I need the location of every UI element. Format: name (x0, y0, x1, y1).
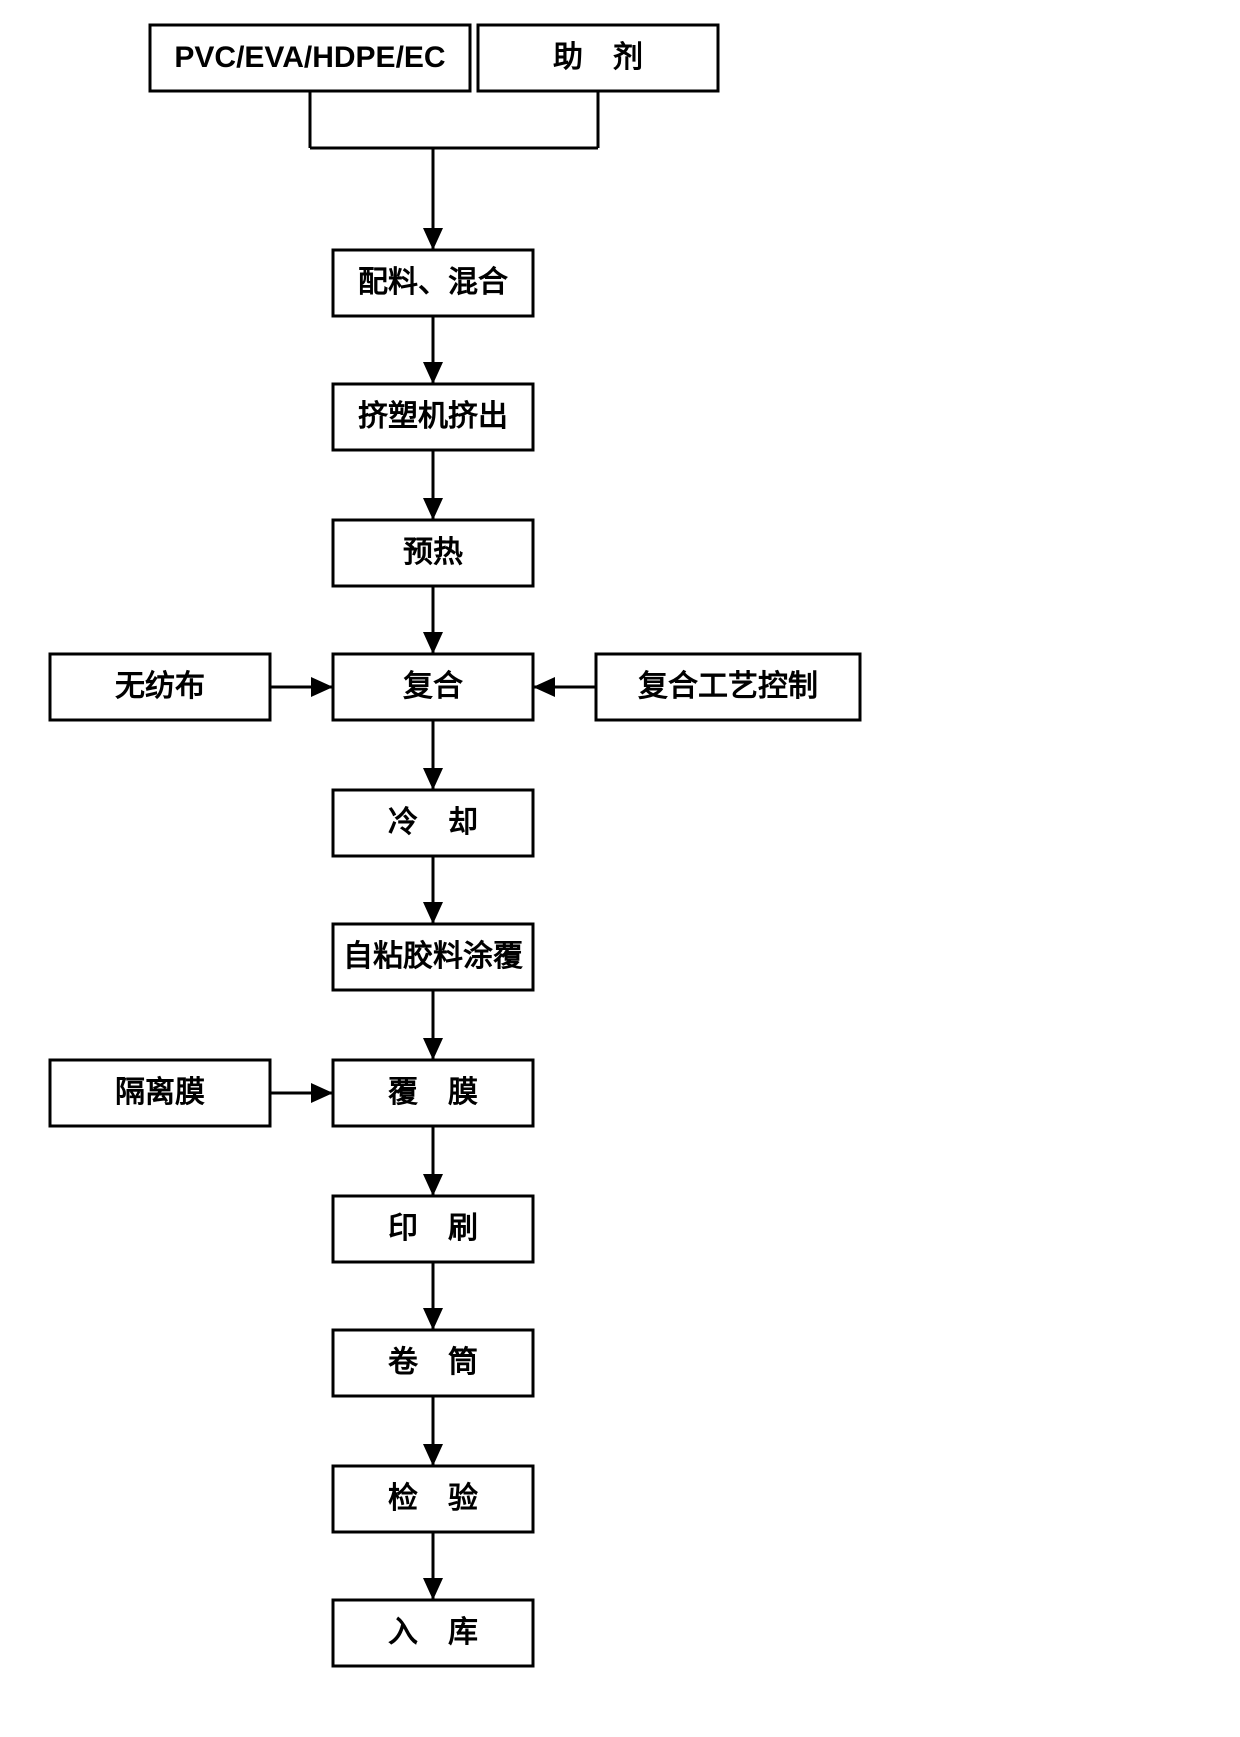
node-inspect: 检 验 (333, 1466, 533, 1532)
node-label: 卷 筒 (388, 1345, 478, 1379)
node-release_film: 隔离膜 (50, 1060, 270, 1126)
node-print: 印 刷 (333, 1196, 533, 1262)
node-label: 复合 (403, 669, 463, 703)
arrowhead (423, 228, 443, 250)
node-in_additives: 助 剂 (478, 25, 718, 91)
arrowhead (423, 768, 443, 790)
node-process_ctrl: 复合工艺控制 (596, 654, 860, 720)
node-label: 无纺布 (115, 670, 205, 703)
arrowhead (423, 1038, 443, 1060)
node-laminate: 覆 膜 (333, 1060, 533, 1126)
arrowhead (423, 902, 443, 924)
node-extrude: 挤塑机挤出 (333, 384, 533, 450)
arrowhead (423, 498, 443, 520)
arrowhead (311, 677, 333, 697)
arrowhead (423, 1444, 443, 1466)
node-label: 隔离膜 (115, 1076, 205, 1109)
node-label: PVC/EVA/HDPE/EC (174, 41, 445, 74)
node-warehouse: 入 库 (333, 1600, 533, 1666)
node-composite: 复合 (333, 654, 533, 720)
arrowhead (423, 1174, 443, 1196)
node-adhesive: 自粘胶料涂覆 (333, 924, 533, 990)
arrowhead (311, 1083, 333, 1103)
arrowhead (533, 677, 555, 697)
node-roll: 卷 筒 (333, 1330, 533, 1396)
flowchart: PVC/EVA/HDPE/EC 助 剂配料、混合挤塑机挤出预热无纺布 复合 复合工艺控… (0, 0, 1240, 1737)
arrowhead (423, 632, 443, 654)
node-label: 覆 膜 (388, 1076, 478, 1109)
node-mix: 配料、混合 (333, 250, 533, 316)
node-label: 配料、混合 (358, 265, 508, 299)
node-label: 助 剂 (553, 41, 643, 74)
nodes-layer: PVC/EVA/HDPE/EC 助 剂配料、混合挤塑机挤出预热无纺布 复合 复合工艺控… (50, 25, 860, 1666)
arrowhead (423, 1308, 443, 1330)
arrowhead (423, 1578, 443, 1600)
node-label: 复合工艺控制 (638, 669, 818, 703)
node-label: 自粘胶料涂覆 (343, 939, 523, 973)
node-in_materials: PVC/EVA/HDPE/EC (150, 25, 470, 91)
arrowhead (423, 362, 443, 384)
node-label: 挤塑机挤出 (358, 400, 508, 433)
node-label: 冷 却 (388, 806, 478, 839)
node-cool: 冷 却 (333, 790, 533, 856)
node-label: 入 库 (388, 1616, 478, 1649)
node-label: 印 刷 (388, 1212, 478, 1245)
node-label: 检 验 (388, 1481, 478, 1515)
node-label: 预热 (403, 536, 463, 569)
node-nonwoven: 无纺布 (50, 654, 270, 720)
node-preheat: 预热 (333, 520, 533, 586)
